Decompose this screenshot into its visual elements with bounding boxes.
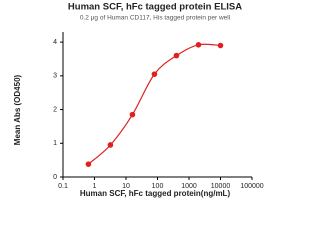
x-tick-label: 100	[152, 183, 164, 190]
data-point	[107, 142, 114, 148]
data-point	[85, 161, 92, 167]
chart-title: Human SCF, hFc tagged protein ELISA	[68, 2, 242, 13]
data-point	[195, 42, 202, 48]
data-point	[217, 42, 224, 49]
chart: Human SCF, hFc tagged protein ELISA 0.2 …	[13, 2, 264, 199]
y-tick-label: 0	[53, 174, 57, 181]
y-tick-label: 3	[53, 73, 57, 80]
x-tick-label: 1000	[181, 183, 197, 190]
x-axis-title: Human SCF, hFc tagged protein(ng/mL)	[80, 189, 231, 198]
y-tick-label: 1	[53, 140, 57, 147]
x-tick-label: 1	[93, 183, 97, 190]
data-point	[129, 111, 136, 118]
x-tick-label: 0.1	[58, 183, 68, 190]
y-tick-label: 4	[53, 39, 57, 46]
y-tick-label: 2	[53, 106, 57, 113]
x-tick-label: 10	[122, 183, 130, 190]
y-axis-title: Mean Abs (OD450)	[13, 74, 22, 145]
chart-subtitle: 0.2 μg of Human CD117, His tagged protei…	[80, 15, 231, 22]
x-tick-label: 100000	[240, 183, 263, 190]
data-point	[151, 71, 158, 77]
data-point	[173, 52, 180, 59]
x-tick-label: 10000	[211, 183, 231, 190]
